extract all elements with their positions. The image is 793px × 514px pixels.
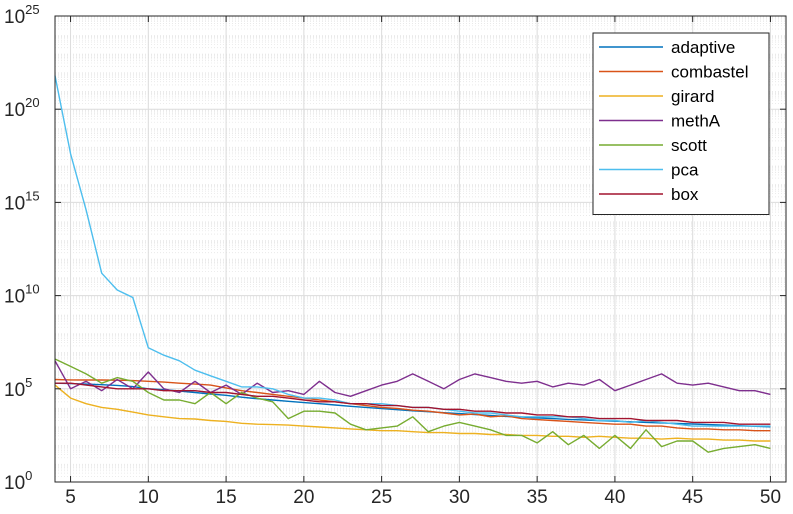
legend-label-scott: scott <box>671 136 707 155</box>
y-tick-label: 1015 <box>4 188 40 214</box>
legend-label-girard: girard <box>671 87 714 106</box>
y-tick-label: 105 <box>4 375 32 401</box>
series-line-girard <box>54 384 771 442</box>
legend-box <box>592 32 770 215</box>
series-lines <box>54 75 771 453</box>
legend-label-methA: methA <box>671 112 721 131</box>
y-tick-label: 100 <box>4 468 32 494</box>
legend-label-box: box <box>671 185 699 204</box>
x-tick-label: 20 <box>293 487 314 508</box>
x-tick-label: 10 <box>138 487 159 508</box>
y-tick-label: 1010 <box>4 282 40 308</box>
x-tick-label: 5 <box>65 487 76 508</box>
y-tick-label: 1025 <box>4 2 40 28</box>
x-tick-label: 15 <box>216 487 237 508</box>
legend-label-pca: pca <box>671 161 699 180</box>
x-tick-label: 35 <box>527 487 548 508</box>
x-tick-label: 25 <box>371 487 392 508</box>
x-tick-label: 40 <box>604 487 625 508</box>
legend: adaptive combastel girard methA scott pca box <box>592 32 770 215</box>
x-axis-ticks: 5 10 15 20 25 30 35 40 45 50 <box>65 16 781 508</box>
series-line-combastel <box>54 378 771 432</box>
plot-frame <box>54 15 787 483</box>
series-line-box <box>55 382 771 425</box>
y-axis-ticks: 100 105 1010 1015 1020 1025 <box>4 2 786 494</box>
x-tick-label: 50 <box>760 487 781 508</box>
y-tick-label: 1020 <box>4 95 40 121</box>
x-tick-label: 45 <box>682 487 703 508</box>
legend-label-combastel: combastel <box>671 63 748 82</box>
series-line-scott <box>54 358 771 453</box>
x-tick-label: 30 <box>449 487 470 508</box>
legend-label-adaptive: adaptive <box>671 38 735 57</box>
